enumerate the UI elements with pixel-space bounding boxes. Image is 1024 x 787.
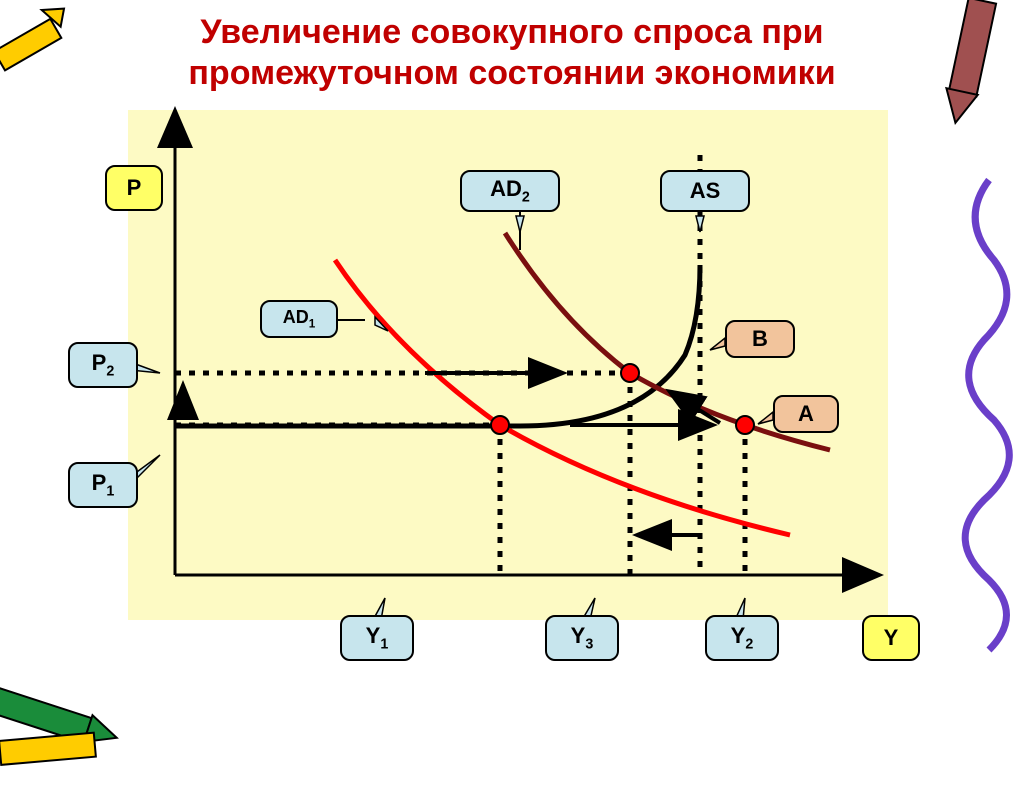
title-line-1: Увеличение совокупного спроса при bbox=[200, 13, 823, 51]
label-y3-text: Y3 bbox=[571, 623, 594, 652]
label-y1: Y1 bbox=[340, 615, 414, 661]
crayon-decoration-tr bbox=[904, 0, 1024, 155]
label-b: B bbox=[725, 320, 795, 358]
title-line-2: промежуточном состоянии экономики bbox=[188, 54, 835, 92]
label-p1: P1 bbox=[68, 462, 138, 508]
label-y3: Y3 bbox=[545, 615, 619, 661]
label-b-text: B bbox=[752, 326, 768, 352]
label-ad1: AD1 bbox=[260, 300, 338, 338]
label-ad2-text: AD2 bbox=[490, 176, 530, 205]
squiggle-decoration-right bbox=[949, 170, 1024, 670]
crayon-decoration-bl bbox=[0, 617, 160, 787]
label-y1-text: Y1 bbox=[366, 623, 389, 652]
label-ad1-text: AD1 bbox=[283, 307, 316, 331]
label-p2: P2 bbox=[68, 342, 138, 388]
label-p-axis: P bbox=[105, 165, 163, 211]
label-as: AS bbox=[660, 170, 750, 212]
label-a: A bbox=[773, 395, 839, 433]
label-a-text: A bbox=[798, 401, 814, 427]
label-p-axis-text: P bbox=[127, 175, 142, 201]
label-as-text: AS bbox=[690, 178, 721, 204]
label-ad2: AD2 bbox=[460, 170, 560, 212]
label-p1-text: P1 bbox=[92, 470, 115, 499]
label-p2-text: P2 bbox=[92, 350, 115, 379]
label-y-axis: Y bbox=[862, 615, 920, 661]
label-y2: Y2 bbox=[705, 615, 779, 661]
crayon-decoration-tl bbox=[0, 0, 105, 105]
diagram-title: Увеличение совокупного спроса при промеж… bbox=[0, 12, 1024, 94]
label-y2-text: Y2 bbox=[731, 623, 754, 652]
label-y-axis-text: Y bbox=[884, 625, 899, 651]
